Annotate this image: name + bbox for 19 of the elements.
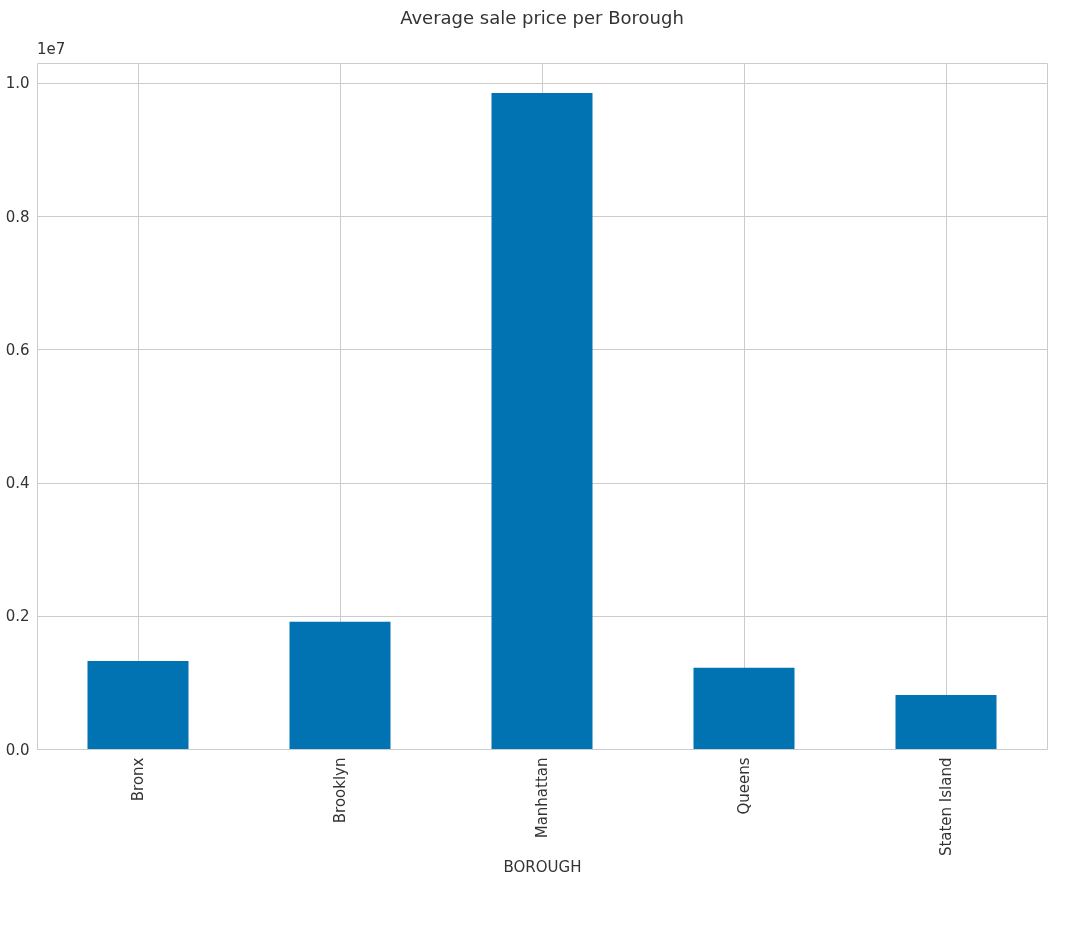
x-tick-label: Staten Island [937,757,955,857]
x-tick-label: Bronx [129,757,147,802]
y-tick-label: 0.8 [5,207,30,226]
y-tick-label: 0.4 [5,474,30,493]
y-tick-label: 0.0 [5,740,30,759]
x-tick-label: Manhattan [533,757,551,839]
bar [693,667,795,749]
x-tick-label: Brooklyn [331,757,349,824]
bar [895,695,997,749]
y-tick-label: 0.6 [5,340,30,359]
text: 1e7 [37,40,66,58]
bar [289,621,391,749]
y-tick-label: 1.0 [5,74,30,93]
x-tick-label: Queens [735,757,753,815]
x-axis-title: BOROUGH [503,858,582,877]
y-tick-label: 0.2 [5,607,30,626]
bar [87,661,189,749]
bar [491,92,593,749]
chart-title: Average sale price per Borough [400,7,684,28]
